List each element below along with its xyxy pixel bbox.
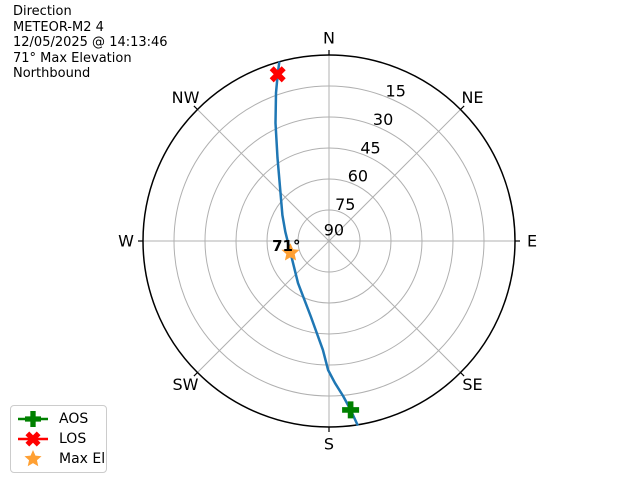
azimuth-spoke-ne	[328, 109, 461, 242]
legend-item-los: LOS	[11, 429, 106, 449]
los-marker	[269, 66, 286, 83]
legend-max-el-marker-icon	[24, 450, 42, 467]
compass-label-sw: SW	[173, 375, 199, 394]
aos-legend-marker	[18, 411, 48, 427]
azimuth-spoke-se	[328, 240, 461, 373]
elevation-label-75: 75	[335, 195, 355, 214]
elevation-label-15: 15	[386, 82, 406, 101]
legend-item-max-el: Max El	[11, 449, 106, 469]
pass-info-block: Direction METEOR-M2 4 12/05/2025 @ 14:13…	[13, 4, 168, 82]
compass-label-w: W	[118, 232, 134, 251]
elevation-label-60: 60	[348, 167, 368, 186]
compass-tick-nw	[193, 105, 198, 110]
elevation-label-30: 30	[373, 110, 393, 129]
max-el-legend-marker	[24, 450, 42, 467]
max-el-marker	[281, 243, 300, 261]
compass-label-s: S	[324, 435, 334, 454]
compass-label-ne: NE	[461, 88, 483, 107]
compass-label-n: N	[323, 29, 335, 48]
compass-tick-se	[460, 372, 465, 377]
legend-aos-marker-icon	[25, 411, 41, 427]
info-max-elevation: 71° Max Elevation	[13, 50, 132, 66]
elevation-label-90: 90	[324, 221, 344, 240]
compass-label-e: E	[527, 232, 537, 251]
aos-marker	[342, 401, 360, 419]
legend-item-aos: AOS	[11, 409, 106, 429]
compass-tick-ne	[460, 105, 465, 110]
legend-label-los: LOS	[59, 431, 87, 447]
max-el-value-label: 71°	[272, 237, 300, 255]
elevation-label-45: 45	[360, 138, 380, 157]
info-satellite-name: METEOR-M2 4	[13, 19, 104, 35]
info-datetime: 12/05/2025 @ 14:13:46	[13, 35, 168, 50]
legend-los-marker-icon	[25, 431, 41, 447]
legend: AOS LOS Max El	[10, 405, 107, 473]
legend-label-aos: AOS	[59, 411, 89, 427]
compass-label-nw: NW	[172, 88, 200, 107]
compass-tick-sw	[193, 372, 198, 377]
info-title: Direction	[13, 4, 72, 19]
azimuth-spoke-sw	[197, 240, 330, 373]
legend-label-max-el: Max El	[59, 451, 106, 467]
info-heading-direction: Northbound	[13, 66, 91, 81]
compass-label-se: SE	[462, 375, 482, 394]
los-legend-marker	[18, 431, 48, 447]
azimuth-spoke-nw	[197, 109, 330, 242]
